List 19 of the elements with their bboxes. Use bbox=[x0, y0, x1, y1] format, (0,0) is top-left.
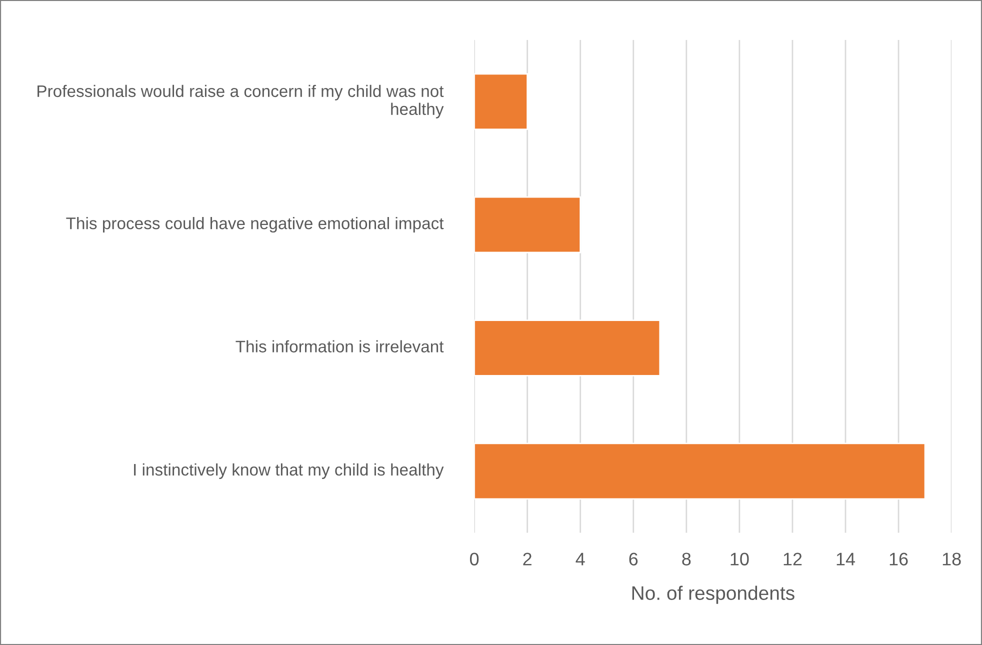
x-tick-label: 8 bbox=[682, 552, 691, 566]
y-tick-label: I instinctively know that my child is healthy bbox=[134, 463, 444, 479]
x-tick-label: 10 bbox=[730, 552, 749, 566]
x-tick-label: 18 bbox=[942, 552, 961, 566]
x-tick-label: 14 bbox=[836, 552, 856, 566]
x-tick-label: 12 bbox=[784, 552, 802, 566]
bar bbox=[474, 442, 926, 500]
x-tick-label: 0 bbox=[470, 552, 479, 566]
x-axis-title: No. of respondents bbox=[632, 586, 794, 604]
x-tick-label: 2 bbox=[523, 552, 532, 566]
y-tick-label: This information is irrelevant bbox=[236, 340, 444, 352]
bar bbox=[474, 196, 582, 254]
x-tick-label: 16 bbox=[890, 552, 908, 566]
y-tick-label: This process could have negative emotional impact bbox=[66, 217, 444, 233]
x-tick-label: 6 bbox=[629, 552, 638, 566]
x-tick-label: 4 bbox=[576, 552, 585, 566]
y-tick-label: Professionals would raise a concern if my child was not healthy bbox=[38, 84, 444, 118]
bar bbox=[474, 73, 528, 130]
bar bbox=[474, 320, 661, 376]
